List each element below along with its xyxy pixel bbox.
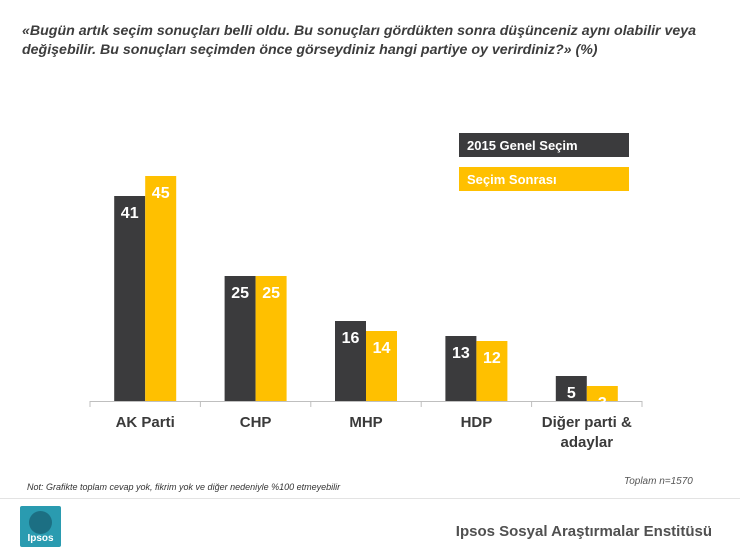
bar-value-label: 13 <box>452 345 470 362</box>
legend-label: 2015 Genel Seçim <box>467 138 578 153</box>
sample-size: Toplam n=1570 <box>624 476 693 487</box>
bar-secim-sonrasi <box>366 331 397 401</box>
logo-circle-icon <box>29 511 52 534</box>
bar-genel-secim <box>335 321 366 401</box>
footer-title: Ipsos Sosyal Araştırmalar Enstitüsü <box>455 523 712 540</box>
bar-value-label: 3 <box>598 395 607 412</box>
bar-secim-sonrasi <box>586 386 618 401</box>
bar-value-label: 14 <box>373 340 391 357</box>
bar-secim-sonrasi <box>255 276 287 401</box>
category-label: CHP <box>240 414 272 431</box>
category-label: HDP <box>461 414 493 431</box>
legend-label: Seçim Sonrası <box>467 172 557 187</box>
bar-genel-secim <box>555 376 587 401</box>
bar-value-label: 25 <box>262 285 280 302</box>
bar-value-label: 12 <box>483 350 501 367</box>
bar-value-label: 25 <box>231 285 249 302</box>
bar-value-label: 16 <box>342 330 360 347</box>
bar-secim-sonrasi <box>145 176 177 401</box>
footnote: Not: Grafikte toplam cevap yok, fikrim y… <box>27 482 341 492</box>
category-label: Diğer parti & adaylar <box>542 414 632 451</box>
category-label: MHP <box>349 414 382 431</box>
question-text: «Bugün artık seçim sonuçları belli oldu.… <box>22 23 697 58</box>
bar-value-label: 41 <box>121 205 139 222</box>
bar-genel-secim <box>224 276 256 401</box>
ipsos-logo: Ipsos <box>20 506 61 547</box>
bar-genel-secim <box>114 196 146 401</box>
category-label: AK Parti <box>116 414 175 431</box>
bar-value-label: 45 <box>152 185 170 202</box>
bar-chart: 41 45 AK Parti 25 25 CHP 16 14 MHP 13 12 HDP 5 3 Diğer… <box>89 133 643 451</box>
footer-divider <box>0 498 740 499</box>
logo-text: Ipsos <box>27 533 54 544</box>
bar-value-label: 5 <box>567 385 576 402</box>
legend-swatch <box>459 133 629 157</box>
legend-swatch <box>459 167 629 191</box>
bar-secim-sonrasi <box>476 341 508 401</box>
bar-genel-secim <box>445 336 477 401</box>
